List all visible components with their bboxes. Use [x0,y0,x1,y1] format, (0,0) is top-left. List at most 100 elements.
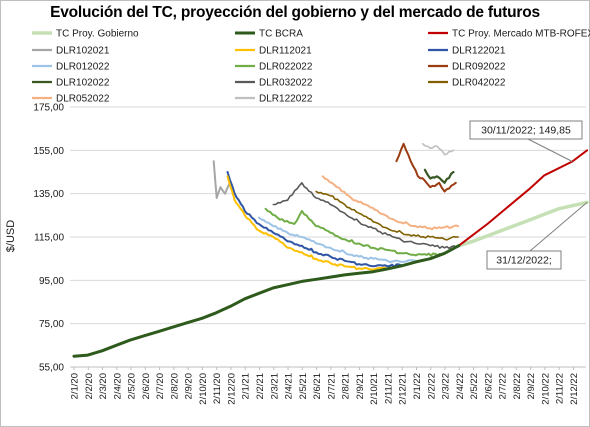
legend-item-dlr102022: DLR102022 [32,78,110,89]
series-line-dlr092022 [395,142,457,193]
axis-layer: 55,00 75,00 95,00 115,00 135,00 155,00 175,00 2… [33,103,586,405]
series-line-dlr112021 [226,175,388,271]
series-line-dlr102022 [423,168,455,184]
x-tick-label: 2/8/21 [341,373,352,399]
legend-label: DLR052022 [56,94,110,105]
x-tick-label: 2/12/20 [226,373,237,405]
legend-label: DLR102021 [56,46,110,57]
x-tick-label: 2/9/22 [526,373,537,399]
y-tick-label: 95,00 [39,276,64,287]
series-line-dlr012022 [258,216,417,264]
x-tick-label: 2/4/22 [455,373,466,399]
legend: TC Proy. Gobierno TC BCRA TC Proy. Mercado… [32,29,590,105]
x-tick-label: 2/6/20 [141,373,152,399]
callout-text: 30/11/2022; 149,85 [481,125,571,137]
series-line-dlr042022 [315,190,459,241]
series-line-tc-bcra [72,244,461,358]
legend-item-dlr122022: DLR122022 [235,94,313,105]
x-tick-label: 2/12/22 [569,373,580,405]
legend-label: DLR042022 [452,78,506,89]
x-tick-label: 2/7/20 [155,373,166,399]
x-tick-label: 2/10/21 [369,373,380,405]
callout-leader-line [527,138,573,162]
annotations: 30/11/2022; 149,85 31/12/2022; [469,120,588,270]
x-tick-label: 2/2/22 [426,373,437,399]
legend-label: DLR122022 [259,94,313,105]
legend-label: DLR112021 [259,46,312,57]
series-line-dlr122022 [421,143,455,156]
x-tick-label: 2/8/22 [512,373,523,399]
x-tick-label: 2/8/20 [169,373,180,399]
legend-label: DLR012022 [56,62,110,73]
x-tick-label: 2/7/21 [326,373,337,399]
callout-1: 30/11/2022; 149,85 [469,120,583,162]
x-tick-label: 2/4/21 [284,373,295,399]
legend-label: DLR022022 [259,62,313,73]
x-tick-label: 2/6/21 [312,373,323,399]
legend-item-dlr042022: DLR042022 [428,78,506,89]
x-tick-label: 2/10/20 [198,373,209,405]
legend-label: DLR102022 [56,78,110,89]
legend-label: DLR092022 [452,62,506,73]
y-axis-label: $/USD [5,220,17,252]
legend-item-tc-proy-mercado-mtb-rofex: TC Proy. Mercado MTB-ROFEX [428,29,590,40]
callout-box [486,250,562,270]
callout-box [469,120,583,140]
callout-leader-line [529,201,588,252]
legend-item-dlr022022: DLR022022 [235,62,313,73]
legend-item-dlr122021: DLR122021 [428,46,506,57]
chart-title: Evolución del TC, proyección del gobiern… [50,4,540,21]
x-tick-label: 2/1/22 [412,373,423,399]
legend-item-dlr092022: DLR092022 [428,62,506,73]
y-tick-label: 115,00 [34,233,64,244]
x-tick-label: 2/3/22 [441,373,452,399]
x-tick-label: 2/3/20 [98,373,109,399]
x-tick-label: 2/1/20 [70,373,81,399]
y-tick-label: 75,00 [39,319,64,330]
x-tick-label: 2/10/22 [540,373,551,405]
series-line-tc-proy-gobierno [457,200,589,248]
x-tick-label: 2/2/21 [255,373,266,399]
x-tick-label: 2/1/21 [241,373,252,399]
x-tick-label: 2/6/22 [483,373,494,399]
x-tick-label: 2/9/20 [184,373,195,399]
legend-label: DLR122021 [452,46,506,57]
series-line-dlr052022 [321,175,460,231]
y-tick-label: 135,00 [33,189,64,200]
legend-item-tc-bcra: TC BCRA [235,29,303,40]
x-tick-label: 2/12/21 [398,373,409,405]
legend-item-dlr052022: DLR052022 [32,94,110,105]
x-tick-label: 2/4/20 [112,373,123,399]
x-tick-label: 2/5/21 [298,373,309,399]
legend-item-dlr032022: DLR032022 [235,78,313,89]
y-tick-label: 175,00 [33,103,64,114]
series-line-dlr122021 [226,171,403,268]
x-tick-label: 2/2/20 [84,373,95,399]
callout-2: 31/12/2022; [486,201,588,270]
y-tick-label: 55,00 [39,363,64,374]
legend-item-dlr012022: DLR012022 [32,62,110,73]
legend-label: TC BCRA [259,29,303,40]
x-tick-label: 2/11/20 [212,373,223,404]
x-tick-label: 2/11/21 [383,373,394,404]
legend-item-dlr102021: DLR102021 [32,46,110,57]
series-line-dlr022022 [264,207,443,257]
legend-item-dlr112021: DLR112021 [235,46,312,57]
x-tick-label: 2/7/22 [498,373,509,399]
x-tick-label: 2/5/20 [127,373,138,399]
x-tick-label: 2/3/21 [269,373,280,399]
y-tick-label: 155,00 [33,146,64,157]
x-tick-label: 2/9/21 [355,373,366,399]
series-line-tc-proy-mercado-mtb-rofex [457,149,589,247]
grid-layer [70,106,586,368]
callout-text: 31/12/2022; [496,255,551,267]
legend-label: TC Proy. Gobierno [56,29,139,40]
x-tick-label: 2/11/22 [555,373,566,404]
series-line-dlr032022 [272,182,459,250]
series-line-dlr102021 [212,160,231,199]
x-tick-label: 2/5/22 [469,373,480,399]
series-layer [72,142,589,358]
legend-label: TC Proy. Mercado MTB-ROFEX [452,29,590,40]
